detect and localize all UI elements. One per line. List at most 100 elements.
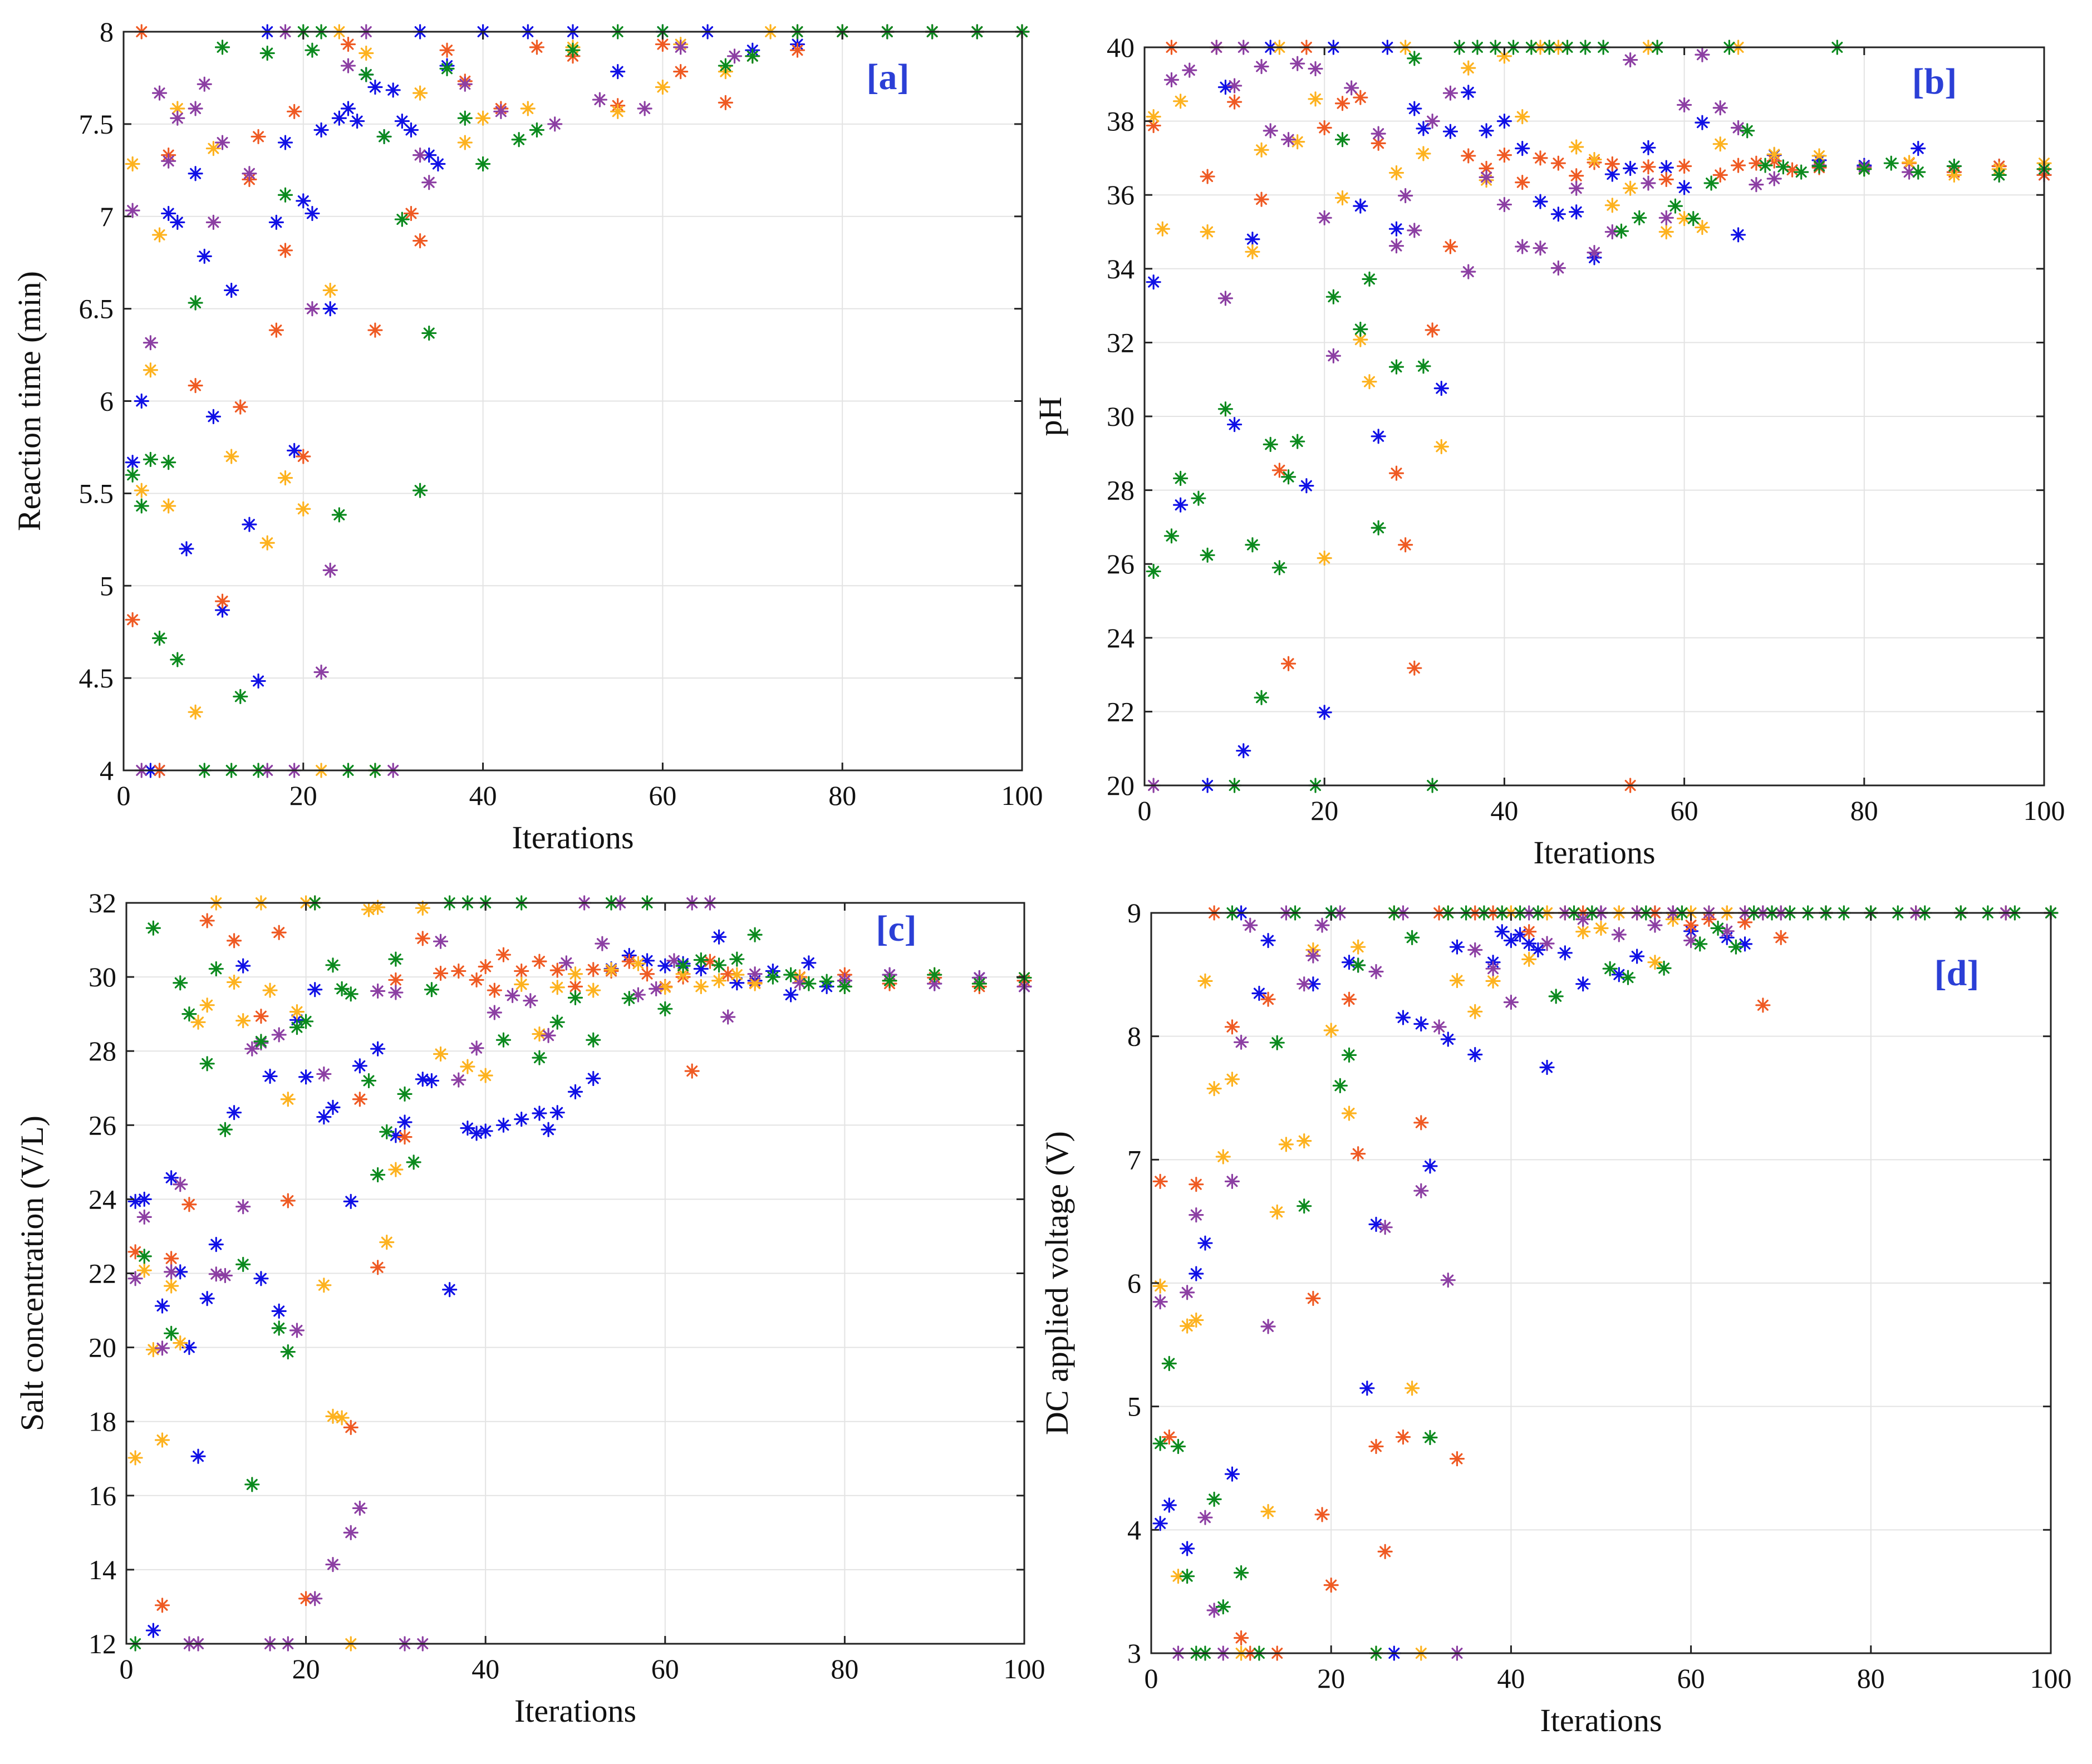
- data-point: [214, 40, 230, 55]
- y-axis-label: Reaction time (min): [11, 271, 47, 531]
- data-point: [1245, 232, 1260, 247]
- data-point: [173, 1177, 188, 1192]
- data-point: [1677, 158, 1692, 174]
- data-point: [1280, 656, 1297, 671]
- data-point: [424, 982, 440, 998]
- data-point: [1479, 123, 1494, 139]
- data-point: [666, 953, 682, 969]
- data-point: [1413, 1016, 1429, 1032]
- data-point: [610, 104, 626, 119]
- data-point: [379, 1235, 395, 1250]
- data-point: [188, 295, 203, 311]
- data-point: [1613, 223, 1629, 239]
- data-point: [655, 79, 670, 95]
- data-point: [1440, 1031, 1456, 1047]
- data-point: [340, 36, 356, 52]
- data-point: [271, 925, 287, 940]
- data-point: [1217, 401, 1234, 417]
- data-point: [199, 1291, 215, 1306]
- data-point: [1189, 1207, 1204, 1223]
- data-point: [649, 981, 664, 996]
- data-point: [745, 48, 760, 64]
- data-point: [188, 101, 203, 116]
- data-point: [1479, 169, 1494, 185]
- data-point: [1593, 920, 1609, 936]
- data-point: [164, 1278, 179, 1294]
- series-blue: [127, 929, 1032, 1638]
- data-point: [657, 958, 673, 974]
- y-tick-label: 6.5: [79, 293, 114, 325]
- data-point: [475, 156, 491, 172]
- data-point: [1180, 1318, 1195, 1334]
- data-point: [289, 1004, 305, 1020]
- data-point: [296, 449, 311, 464]
- y-axis-label: DC applied voltage (V): [1039, 1131, 1075, 1435]
- data-point: [1368, 1216, 1384, 1232]
- data-point: [927, 976, 942, 991]
- data-point: [1658, 160, 1674, 175]
- data-point: [424, 1073, 440, 1089]
- data-point: [1773, 930, 1789, 945]
- data-point: [558, 955, 574, 971]
- data-point: [181, 1340, 197, 1355]
- data-point: [1395, 1429, 1411, 1445]
- data-point: [305, 42, 320, 58]
- data-point: [1217, 291, 1234, 306]
- data-point: [403, 205, 419, 222]
- data-point: [287, 104, 302, 119]
- data-point: [1251, 985, 1267, 1001]
- data-point: [1569, 204, 1584, 220]
- x-tick-label: 20: [292, 1653, 320, 1684]
- data-point: [1494, 924, 1510, 940]
- data-point: [1710, 920, 1726, 936]
- data-point: [718, 58, 733, 73]
- data-point: [1152, 1436, 1168, 1451]
- data-point: [1290, 434, 1305, 449]
- data-point: [1656, 960, 1672, 976]
- data-point: [406, 1154, 421, 1170]
- data-point: [1163, 528, 1180, 544]
- data-point: [1353, 332, 1368, 347]
- data-point: [1388, 465, 1405, 481]
- data-point: [610, 64, 626, 80]
- data-point: [1784, 162, 1800, 178]
- data-point: [1263, 123, 1278, 139]
- data-point: [1173, 470, 1189, 486]
- y-tick-label: 26: [89, 1109, 116, 1141]
- data-point: [565, 42, 581, 58]
- data-point: [541, 1028, 556, 1043]
- data-point: [388, 985, 404, 1000]
- data-point: [1629, 949, 1645, 964]
- data-point: [586, 982, 601, 998]
- data-point: [1496, 196, 1512, 213]
- data-point: [1217, 80, 1234, 95]
- y-tick-label: 8: [1127, 1021, 1141, 1052]
- data-point: [125, 612, 140, 627]
- data-point: [1433, 381, 1449, 396]
- data-point: [134, 483, 149, 498]
- data-point: [801, 955, 817, 971]
- data-point: [280, 1193, 296, 1208]
- data-point: [532, 1050, 547, 1065]
- y-tick-label: 7: [100, 201, 114, 232]
- data-point: [495, 1117, 512, 1133]
- data-point: [1611, 967, 1627, 982]
- data-point: [1351, 939, 1366, 955]
- data-point: [1368, 1438, 1384, 1455]
- y-tick-label: 9: [1127, 897, 1141, 928]
- data-point: [370, 1260, 386, 1275]
- data-point: [136, 1209, 152, 1225]
- data-point: [1533, 240, 1548, 256]
- data-point: [1290, 56, 1305, 71]
- data-point: [125, 156, 140, 172]
- data-point: [439, 42, 455, 58]
- data-point: [197, 76, 212, 92]
- data-point: [1323, 1023, 1339, 1038]
- data-point: [549, 1014, 565, 1030]
- data-point: [233, 689, 248, 704]
- data-point: [154, 1598, 170, 1613]
- data-point: [161, 498, 176, 514]
- data-point: [1206, 1491, 1222, 1507]
- data-point: [1290, 134, 1305, 150]
- data-point: [1377, 1220, 1393, 1235]
